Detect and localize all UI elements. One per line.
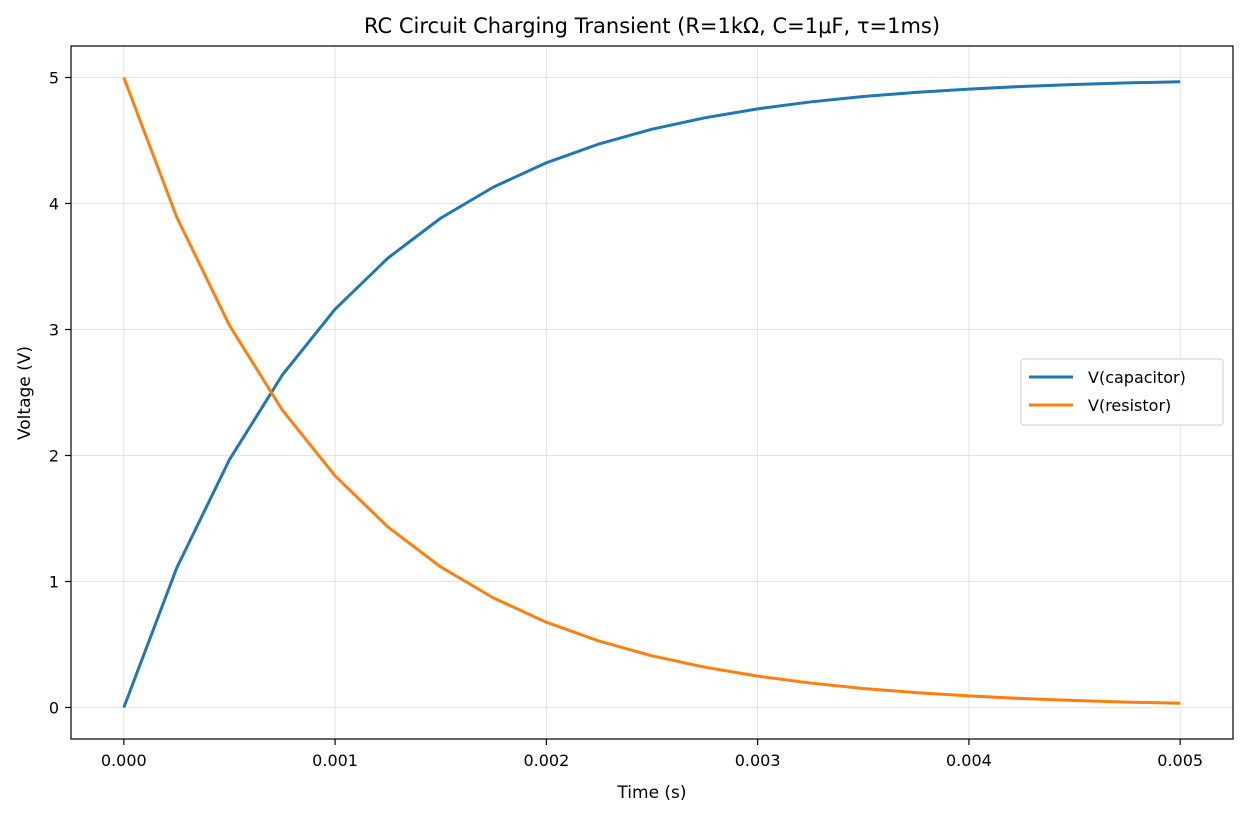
y-tick-label: 4 [49,195,59,214]
legend-label-v-capacitor: V(capacitor) [1088,368,1186,387]
series-lines [122,76,1181,709]
x-tick-label: 0.002 [523,751,569,770]
series-line-v-resistor [122,76,1181,705]
x-tick-label: 0.003 [735,751,781,770]
y-axis-label: Voltage (V) [15,346,35,440]
plot-frame [70,45,1234,740]
x-tick-label: 0.004 [946,751,992,770]
series-line-v-capacitor [122,80,1181,709]
chart-title: RC Circuit Charging Transient (R=1kΩ, C=… [364,14,940,38]
legend: V(capacitor) V(resistor) [1020,358,1224,426]
y-tick-label: 5 [49,69,59,88]
y-tick-label: 1 [49,573,59,592]
x-tick-label: 0.005 [1157,751,1203,770]
ticks: 0.000 0.001 0.002 0.003 0.004 0.005 0 1 2 3 4 5 [49,69,1203,771]
y-tick-label: 3 [49,321,59,340]
y-tick-label: 0 [49,699,59,718]
x-tick-label: 0.000 [101,751,147,770]
y-tick-label: 2 [49,447,59,466]
x-tick-label: 0.001 [312,751,358,770]
x-axis-label: Time (s) [616,783,686,803]
legend-label-v-resistor: V(resistor) [1088,396,1171,415]
